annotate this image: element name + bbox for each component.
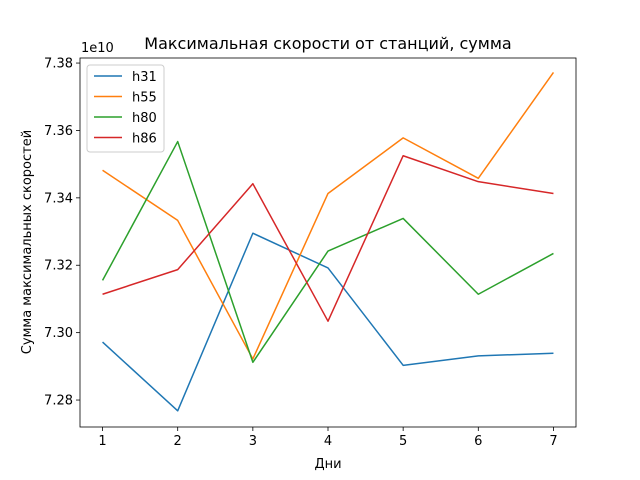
legend: h31 h55 h80 h86 xyxy=(86,64,165,153)
x-tick-label: 5 xyxy=(399,434,407,449)
legend-label-h55: h55 xyxy=(132,91,157,106)
y-tick-label: 7.30 xyxy=(44,326,73,341)
series-line-h55 xyxy=(102,72,555,360)
y-tick-label: 7.34 xyxy=(44,191,73,206)
legend-label-h31: h31 xyxy=(132,70,157,85)
y-tick-label: 7.32 xyxy=(44,259,73,274)
chart-title: Максимальная скорости от станций, сумма xyxy=(144,34,511,53)
legend-box xyxy=(86,64,165,153)
x-axis-label: Дни xyxy=(314,457,341,472)
y-axis-label: Сумма максимальных скоростей xyxy=(20,130,35,354)
x-tick-label: 2 xyxy=(174,434,182,449)
y-tick-label: 7.38 xyxy=(44,57,73,72)
series-line-h86 xyxy=(102,154,554,322)
legend-label-h86: h86 xyxy=(132,132,157,147)
x-tick-label: 3 xyxy=(249,434,257,449)
x-tick-label: 6 xyxy=(474,434,482,449)
legend-label-h80: h80 xyxy=(132,111,157,126)
y-offset-label: 1e10 xyxy=(81,41,114,56)
x-tick-label: 7 xyxy=(549,434,557,449)
y-tick-label: 7.28 xyxy=(44,394,73,409)
series-line-h80 xyxy=(101,140,554,364)
x-tick-label: 4 xyxy=(324,434,332,449)
y-tick-label: 7.36 xyxy=(44,124,73,139)
x-tick-label: 1 xyxy=(98,434,106,449)
series-line-h31 xyxy=(102,232,554,412)
